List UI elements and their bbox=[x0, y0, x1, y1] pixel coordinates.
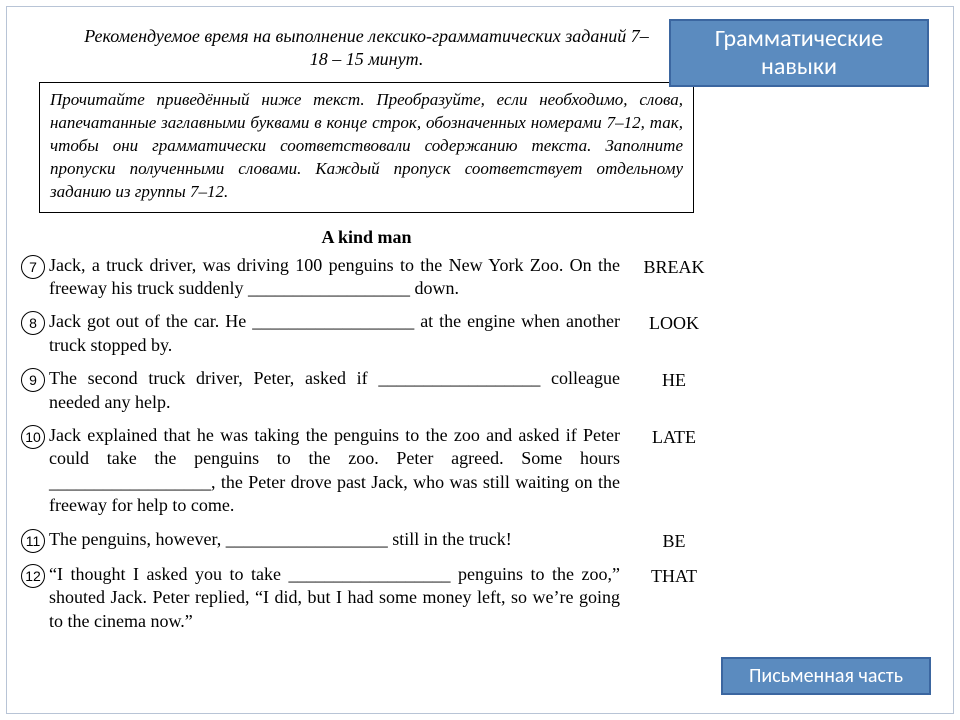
task-number-badge: 9 bbox=[21, 368, 45, 392]
task-11: 11 The penguins, however, ______________… bbox=[49, 528, 714, 553]
badge-line-1: Грамматические bbox=[671, 25, 927, 53]
story-title: A kind man bbox=[19, 227, 714, 248]
content-column: Рекомендуемое время на выполнение лексик… bbox=[19, 25, 714, 643]
task-text: The penguins, however, _________________… bbox=[49, 528, 620, 551]
task-10: 10 Jack explained that he was taking the… bbox=[49, 424, 714, 518]
task-number-badge: 7 bbox=[21, 255, 45, 279]
task-source-word: HE bbox=[634, 367, 714, 392]
task-text: Jack got out of the car. He ____________… bbox=[49, 310, 620, 357]
task-number-badge: 11 bbox=[21, 529, 45, 553]
task-number-badge: 12 bbox=[21, 564, 45, 588]
task-text: Jack, a truck driver, was driving 100 pe… bbox=[49, 254, 620, 301]
task-12: 12 “I thought I asked you to take ______… bbox=[49, 563, 714, 633]
task-source-word: LOOK bbox=[634, 310, 714, 335]
task-source-word: BE bbox=[634, 528, 714, 553]
task-text: Jack explained that he was taking the pe… bbox=[49, 424, 620, 518]
category-badge-grammar: Грамматические навыки bbox=[669, 19, 929, 87]
badge-line-2: навыки bbox=[671, 53, 927, 81]
task-number-badge: 8 bbox=[21, 311, 45, 335]
task-number-badge: 10 bbox=[21, 425, 45, 449]
task-source-word: THAT bbox=[634, 563, 714, 588]
task-text: “I thought I asked you to take _________… bbox=[49, 563, 620, 633]
task-source-word: BREAK bbox=[634, 254, 714, 279]
task-source-word: LATE bbox=[634, 424, 714, 449]
task-8: 8 Jack got out of the car. He __________… bbox=[49, 310, 714, 357]
task-text: The second truck driver, Peter, asked if… bbox=[49, 367, 620, 414]
task-9: 9 The second truck driver, Peter, asked … bbox=[49, 367, 714, 414]
task-list: 7 Jack, a truck driver, was driving 100 … bbox=[19, 254, 714, 633]
task-7: 7 Jack, a truck driver, was driving 100 … bbox=[49, 254, 714, 301]
instruction-box: Прочитайте приведённый ниже текст. Преоб… bbox=[39, 82, 694, 213]
time-note: Рекомендуемое время на выполнение лексик… bbox=[19, 25, 714, 70]
section-badge-writing: Письменная часть bbox=[721, 657, 931, 695]
page-frame: Рекомендуемое время на выполнение лексик… bbox=[6, 6, 954, 714]
